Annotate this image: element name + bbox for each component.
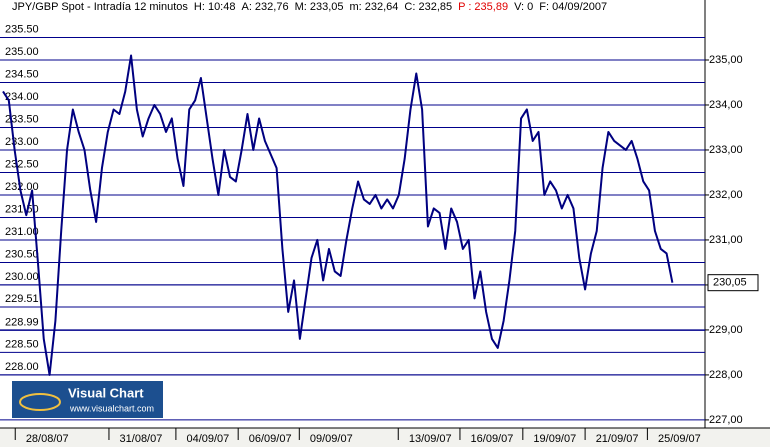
x-tick-label: 28/08/07 (26, 433, 69, 445)
y-tick-label-left: 229.51 (5, 293, 39, 305)
y-tick-label-left: 228.50 (5, 338, 39, 350)
last-price-box (707, 274, 759, 292)
price-line (2, 54, 674, 376)
x-tick-label: 04/09/07 (186, 433, 229, 445)
x-tick-label: 21/09/07 (596, 433, 639, 445)
x-axis-band (0, 428, 770, 447)
y-tick-label-left: 234.50 (5, 68, 39, 80)
y-tick-label-left: 232.50 (5, 158, 39, 170)
y-tick-label: 233,00 (709, 144, 743, 156)
watermark: Visual Chart www.visualchart.com (12, 381, 163, 418)
x-tick-label: 06/09/07 (249, 433, 292, 445)
y-tick-label-left: 231.00 (5, 226, 39, 238)
y-tick-label-left: 235.50 (5, 23, 39, 35)
x-tick-label: 09/09/07 (310, 433, 353, 445)
logo-url: www.visualchart.com (69, 403, 154, 413)
y-tick-label: 232,00 (709, 189, 743, 201)
header-field: F: 04/09/2007 (539, 1, 608, 13)
y-tick-label-left: 234.00 (5, 91, 39, 103)
x-tick-label: 19/09/07 (533, 433, 576, 445)
x-tick-label: 16/09/07 (471, 433, 514, 445)
y-tick-label-left: 233.00 (5, 136, 39, 148)
logo-title: Visual Chart (68, 385, 144, 400)
y-tick-label-left: 232.00 (5, 181, 39, 193)
y-tick-label: 231,00 (709, 234, 743, 246)
y-tick-label-left: 230.50 (5, 248, 39, 260)
header-field: C: 232,85 (404, 1, 453, 13)
last-price-label: 230,05 (713, 277, 747, 289)
y-tick-label-left: 231.50 (5, 203, 39, 215)
y-tick-label-left: 235.00 (5, 46, 39, 58)
header: JPY/GBP Spot - Intradía 12 minutos H: 10:… (0, 0, 705, 15)
logo-swirl (19, 393, 61, 411)
logo-box (12, 381, 163, 418)
y-tick-label-left: 233.50 (5, 113, 39, 125)
header-field: M: 233,05 (294, 1, 344, 13)
y-tick-label-left: 230.00 (5, 271, 39, 283)
y-tick-label: 235,00 (709, 54, 743, 66)
header-field: H: 10:48 (193, 1, 236, 13)
header-field: V: 0 (514, 1, 534, 13)
x-tick-label: 13/09/07 (409, 433, 452, 445)
header-title: JPY/GBP Spot - Intradía 12 minutos (12, 1, 188, 13)
y-tick-label: 228,00 (709, 369, 743, 381)
y-tick-label-left: 228.99 (5, 316, 39, 328)
header-field: A: 232,76 (241, 1, 289, 13)
x-tick-label: 25/09/07 (658, 433, 701, 445)
y-tick-label-left: 228.00 (5, 361, 39, 373)
header-field: P : 235,89 (458, 1, 509, 13)
header-field: m: 232,64 (349, 1, 399, 13)
x-tick-label: 31/08/07 (120, 433, 163, 445)
y-tick-label: 234,00 (709, 99, 743, 111)
y-tick-label: 227,00 (709, 414, 743, 426)
y-tick-label: 229,00 (709, 324, 743, 336)
